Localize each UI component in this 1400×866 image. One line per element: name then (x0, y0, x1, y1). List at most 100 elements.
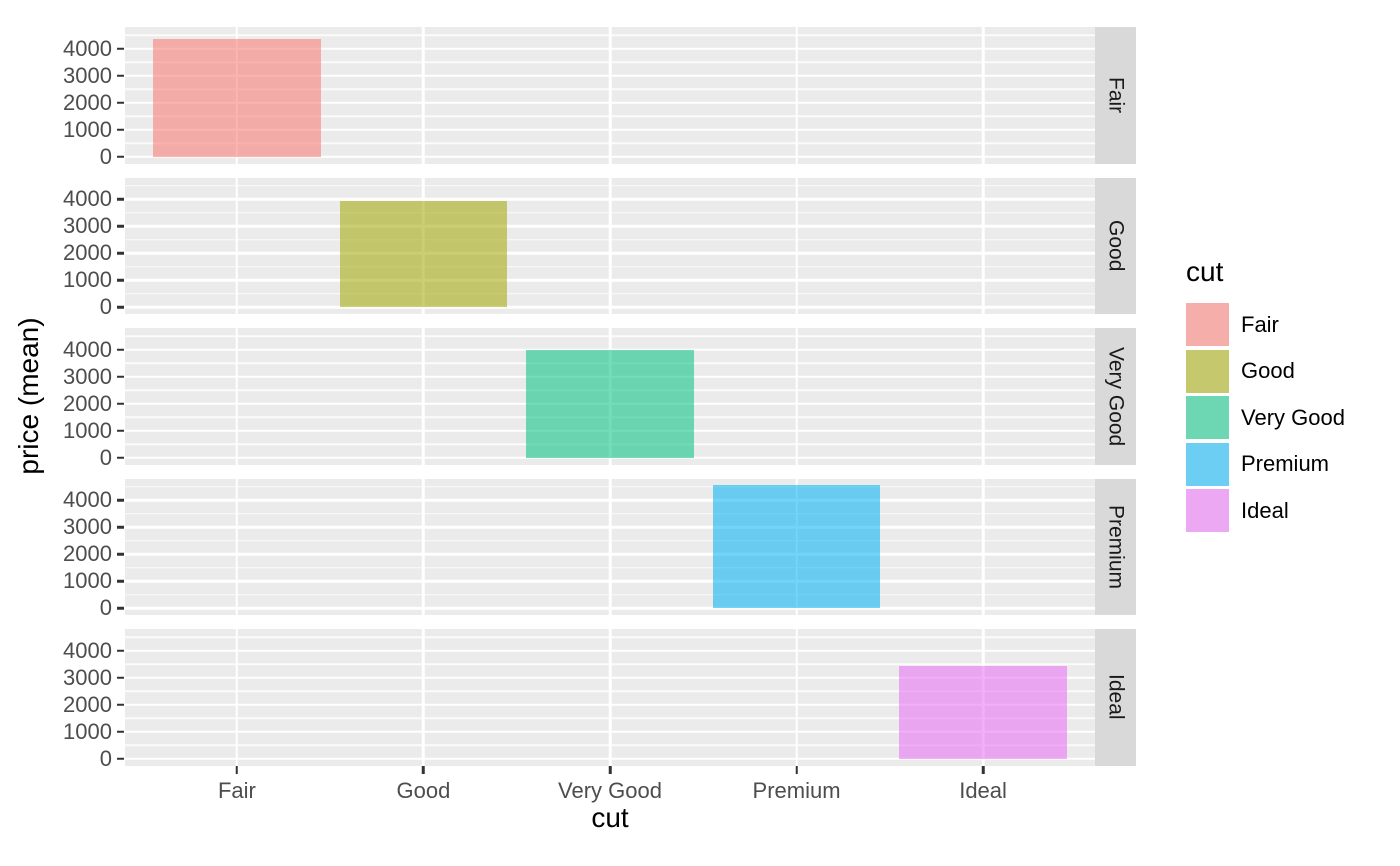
x-axis: Fair Good Very Good Premium Ideal (125, 765, 1095, 811)
y-tick-label: 2000 (63, 390, 112, 416)
y-tick-mark (117, 375, 124, 379)
y-tick-label: 2000 (63, 240, 112, 266)
x-tick-mark (795, 765, 798, 774)
y-tick-label: 1000 (63, 568, 112, 594)
legend-item: Premium (1186, 442, 1396, 486)
gridline-vertical (422, 328, 425, 465)
x-tick-mark (235, 765, 239, 774)
facet-row-premium: 0 1000 2000 3000 4000 Premium (0, 478, 1136, 621)
gridline-vertical (608, 27, 612, 164)
y-tick-mark (117, 456, 124, 460)
y-tick-label: 4000 (63, 487, 112, 513)
y-tick-label: 3000 (63, 514, 112, 540)
legend-item: Fair (1186, 303, 1396, 346)
x-tick-mark (981, 765, 985, 774)
legend-swatch-fill (1186, 442, 1229, 486)
y-tick-label: 1000 (63, 116, 112, 142)
y-tick-label: 4000 (63, 186, 112, 212)
facet-strip: Ideal (1095, 629, 1136, 766)
panel (125, 478, 1095, 615)
y-tick-label: 2000 (63, 691, 112, 717)
y-tick-label: 0 (99, 294, 112, 320)
y-tick-label: 2000 (63, 89, 112, 115)
bar-ideal (899, 665, 1067, 759)
y-tick-label: 0 (99, 745, 112, 771)
y-tick-label: 1000 (63, 267, 112, 293)
y-tick-label: 4000 (63, 336, 112, 362)
gridline-vertical (981, 478, 985, 615)
legend-item: Good (1186, 349, 1396, 393)
y-tick-mark (117, 128, 124, 132)
legend-label: Good (1241, 358, 1295, 383)
facet-strip-label: Very Good (1104, 346, 1128, 446)
gridline-vertical (981, 328, 985, 465)
y-tick-mark (117, 553, 124, 556)
gridline-vertical (235, 177, 239, 314)
bar-premium (712, 484, 881, 609)
legend-label: Ideal (1241, 497, 1289, 523)
y-tick-label: 1000 (63, 718, 112, 744)
x-tick-mark (608, 765, 612, 774)
x-tick-label: Good (396, 777, 451, 803)
y-tick-label: 3000 (63, 363, 112, 389)
legend-item: Very Good (1186, 396, 1396, 439)
y-tick-mark (117, 649, 124, 653)
facet-row-fair: 0 1000 2000 3000 4000 Fair (0, 27, 1136, 167)
panel (125, 177, 1095, 314)
facet-row-good: 0 1000 2000 3000 4000 Good (0, 177, 1136, 320)
legend-swatch (1186, 303, 1229, 346)
facet-strip-label: Fair (1104, 77, 1128, 114)
legend: cut Fair Good Very Good Premium Ideal (1186, 258, 1396, 536)
y-tick-mark (117, 74, 124, 78)
y-tick-mark (117, 730, 124, 734)
x-tick-mark (422, 765, 425, 774)
y-tick-mark (117, 757, 124, 761)
y-tick-label: 0 (99, 444, 112, 470)
bar-fair (152, 39, 321, 157)
facet-strip-label: Good (1104, 220, 1128, 272)
gridline-vertical (422, 478, 425, 615)
legend-swatch (1186, 442, 1229, 486)
panel (125, 27, 1095, 164)
gridline-vertical (422, 629, 425, 766)
gridline-vertical (981, 27, 985, 164)
y-tick-mark (117, 580, 124, 583)
legend-swatch-fill (1186, 349, 1229, 393)
bar-good (339, 201, 508, 308)
legend-label: Premium (1241, 451, 1330, 476)
y-tick-mark (117, 402, 124, 406)
y-tick-label: 3000 (63, 213, 112, 239)
facet-row-very-good: 0 1000 2000 3000 4000 Very Good (0, 328, 1136, 468)
y-tick-label: 3000 (63, 664, 112, 690)
y-tick-mark (117, 703, 124, 707)
gridline-vertical (608, 629, 612, 766)
legend-label: Very Good (1241, 404, 1345, 430)
gridline-vertical (235, 629, 239, 766)
legend-swatch-fill (1186, 396, 1229, 439)
y-tick-mark (117, 252, 124, 255)
y-tick-mark (117, 526, 124, 529)
bar-very-good (526, 350, 694, 458)
y-tick-mark (117, 279, 124, 282)
gridline-vertical (608, 177, 612, 314)
facet-strip-label: Ideal (1104, 674, 1128, 721)
gridline-vertical (235, 478, 239, 615)
y-tick-mark (117, 101, 124, 105)
panel (125, 328, 1095, 465)
y-tick-mark (117, 225, 124, 228)
gridline-vertical (795, 629, 798, 766)
y-tick-mark (117, 607, 124, 610)
y-tick-label: 3000 (63, 62, 112, 88)
legend-swatch (1186, 489, 1229, 532)
x-tick-label: Fair (217, 777, 256, 803)
y-tick-label: 0 (99, 595, 112, 621)
y-tick-label: 4000 (63, 35, 112, 61)
gridline-vertical (795, 328, 798, 465)
legend-swatch-fill (1186, 303, 1229, 346)
y-tick-mark (117, 198, 124, 201)
facet-strip-label: Premium (1104, 504, 1128, 589)
y-tick-mark (117, 47, 124, 51)
legend-items: Fair Good Very Good Premium Ideal (1186, 303, 1396, 532)
y-tick-mark (117, 155, 124, 159)
